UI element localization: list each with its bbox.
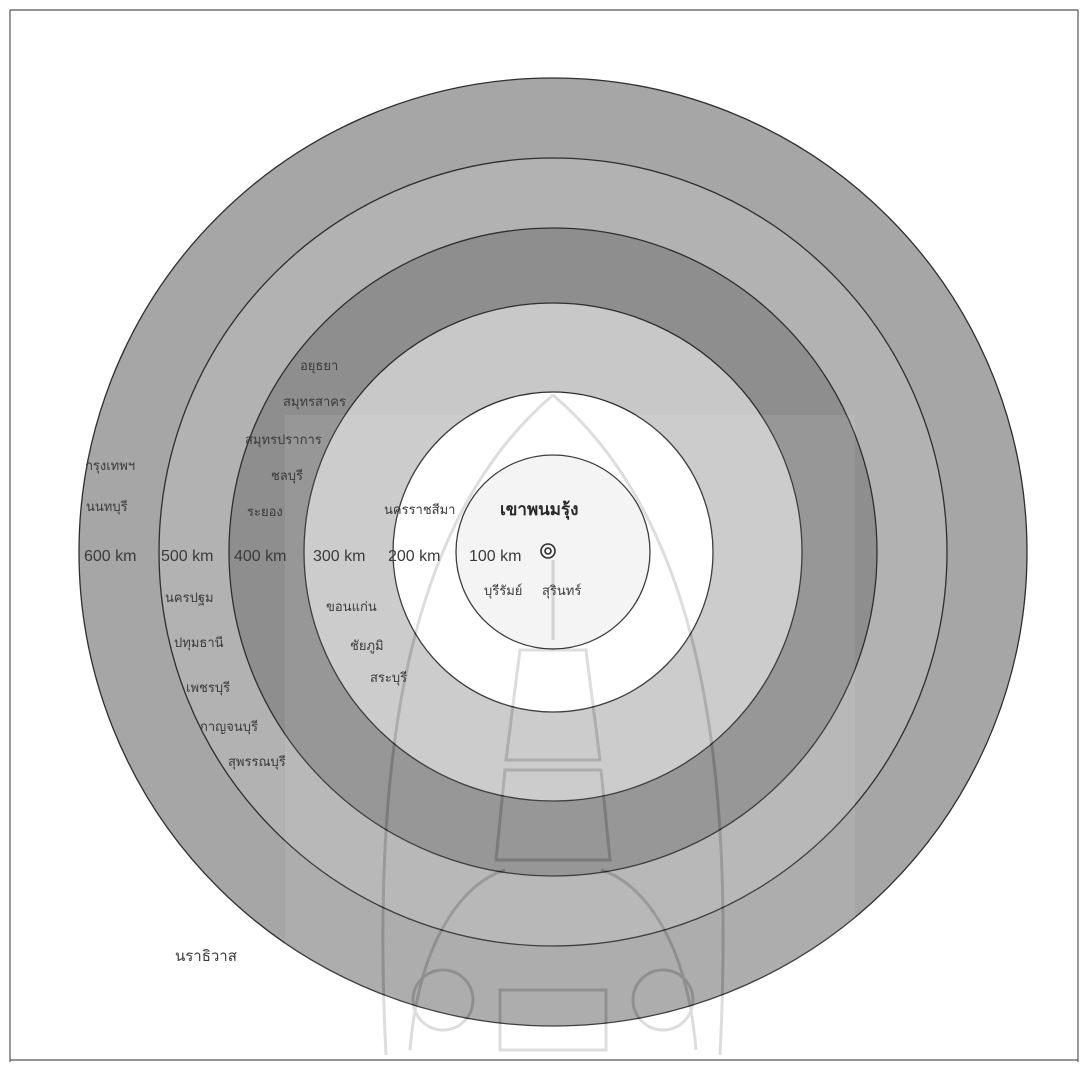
place-rayong: ระยอง xyxy=(247,505,283,520)
distance-label-300: 300 km xyxy=(313,548,365,565)
ring-group xyxy=(78,77,1028,1027)
place-nakhon-ratchasima: นครราชสีมา xyxy=(384,502,455,518)
place-narathiwat: นราธิวาส xyxy=(175,947,237,965)
place-nakhon-pathom: นครปฐม xyxy=(165,591,214,606)
distance-label-500: 500 km xyxy=(161,548,213,565)
distance-label-400: 400 km xyxy=(234,548,286,565)
place-bangkok: กรุงเทพฯ xyxy=(85,459,135,474)
place-nonthaburi: นนทบุรี xyxy=(86,499,128,515)
place-saraburi: สระบุรี xyxy=(370,670,407,686)
place-chaiyaphum: ชัยภูมิ xyxy=(350,639,384,654)
place-pathum-thani: ปทุมธานี xyxy=(174,635,224,651)
distance-label-200: 200 km xyxy=(388,548,440,565)
place-samut-prakan: สมุทรปราการ xyxy=(245,433,322,448)
place-buriram: บุรีรัมย์ xyxy=(484,583,522,599)
place-suphanburi: สุพรรณบุรี xyxy=(228,754,286,770)
place-samut-sakhon: สมุทรสาคร xyxy=(283,395,346,410)
distance-label-600: 600 km xyxy=(84,548,136,565)
double-circle-icon xyxy=(540,543,556,559)
place-phetchaburi: เพชรบุรี xyxy=(186,680,230,696)
place-ayutthaya: อยุธยา xyxy=(300,359,338,374)
place-kanchanaburi: กาญจนบุรี xyxy=(200,719,258,735)
center-title: เขาพนมรุ้ง xyxy=(500,500,578,520)
place-chonburi: ชลบุรี xyxy=(271,468,303,484)
place-khon-kaen: ขอนแก่น xyxy=(326,600,377,615)
ring-100km xyxy=(455,454,651,650)
stupa-watermark xyxy=(285,393,855,1056)
distance-label-100: 100 km xyxy=(469,548,521,565)
place-surin: สุรินทร์ xyxy=(542,583,581,599)
